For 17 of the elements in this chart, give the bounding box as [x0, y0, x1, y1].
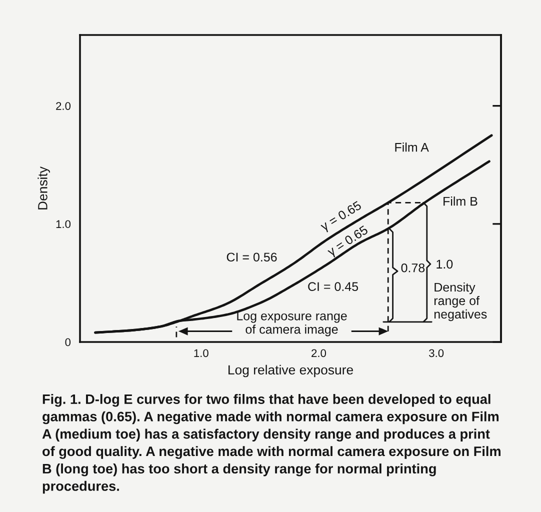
y-tick-label: 1.0 [56, 220, 71, 228]
caption: Fig. 1. D-log E curves for two films that have been developed to equal gammas (0.65). A negative made with normal camera exposure on Film A (medium toe) has a satisfactory density range and produces a print of good quality. A negative made with normal camera exposure on Film B (long toe) has too short a density range for normal printing procedures. [42, 394, 500, 494]
annotation: CI = 0.45 [308, 282, 358, 292]
x-axis-title: Log relative exposure [228, 364, 353, 378]
x-tick-label: 2.0 [312, 349, 326, 358]
annotation: 0.78 [401, 263, 425, 272]
series-label: Film A [395, 142, 429, 152]
annotation: Density range of negatives [434, 282, 487, 322]
x-tick-label: 1.0 [194, 349, 208, 358]
y-tick-label: 0 [65, 338, 71, 346]
annotation: CI = 0.56 [226, 252, 277, 262]
y-axis-title: Density [38, 166, 50, 210]
annotation: Log exposure range of camera image [237, 312, 347, 336]
annotation: 1.0 [436, 260, 453, 269]
x-tick-label: 3.0 [429, 349, 444, 358]
series-label: Film B [444, 196, 478, 206]
y-tick-label: 2.0 [56, 102, 71, 110]
